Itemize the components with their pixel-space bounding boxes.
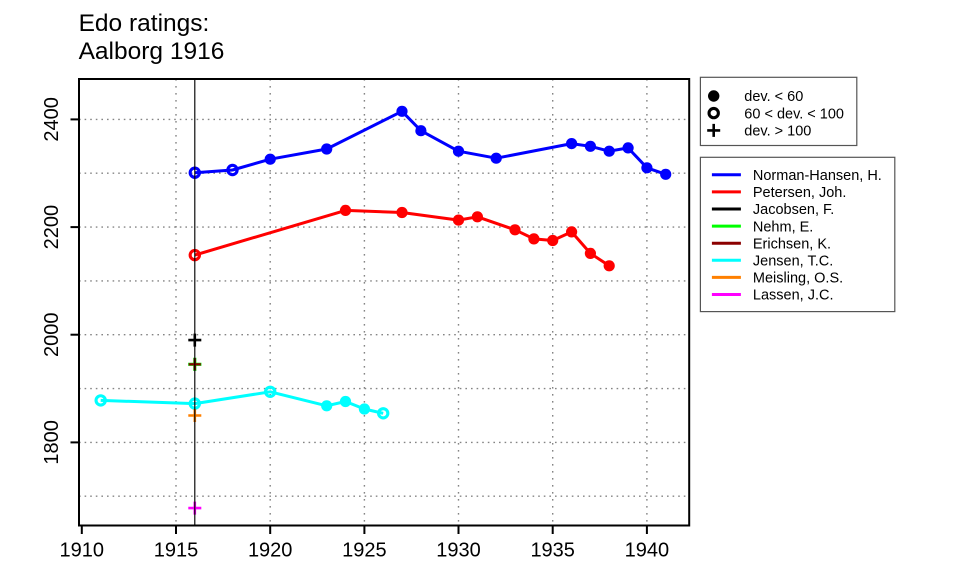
svg-text:Jensen, T.C.: Jensen, T.C.	[753, 254, 833, 270]
svg-text:Lassen, J.C.: Lassen, J.C.	[753, 288, 834, 304]
svg-text:Erichsen, K.: Erichsen, K.	[753, 236, 831, 252]
svg-text:1930: 1930	[436, 540, 481, 562]
svg-text:Meisling, O.S.: Meisling, O.S.	[753, 271, 843, 287]
svg-text:2000: 2000	[41, 312, 63, 357]
svg-text:Petersen, Joh.: Petersen, Joh.	[753, 185, 847, 201]
svg-text:Jacobsen, F.: Jacobsen, F.	[753, 202, 834, 218]
svg-text:1925: 1925	[342, 540, 387, 562]
svg-text:1920: 1920	[248, 540, 293, 562]
svg-text:dev. > 100: dev. > 100	[744, 124, 811, 140]
svg-text:60 < dev. < 100: 60 < dev. < 100	[744, 106, 844, 122]
svg-text:2200: 2200	[41, 205, 63, 250]
svg-text:Norman-Hansen, H.: Norman-Hansen, H.	[753, 168, 882, 184]
svg-text:2400: 2400	[41, 97, 63, 141]
svg-text:1935: 1935	[530, 540, 575, 562]
svg-text:1915: 1915	[154, 540, 199, 562]
svg-text:Nehm, E.: Nehm, E.	[753, 219, 813, 235]
svg-text:Edo ratings:: Edo ratings:	[79, 10, 210, 37]
svg-text:Aalborg 1916: Aalborg 1916	[79, 38, 225, 65]
svg-text:1910: 1910	[60, 540, 105, 562]
svg-text:1800: 1800	[41, 420, 63, 465]
svg-text:1940: 1940	[625, 540, 670, 562]
svg-text:dev. < 60: dev. < 60	[744, 89, 803, 105]
